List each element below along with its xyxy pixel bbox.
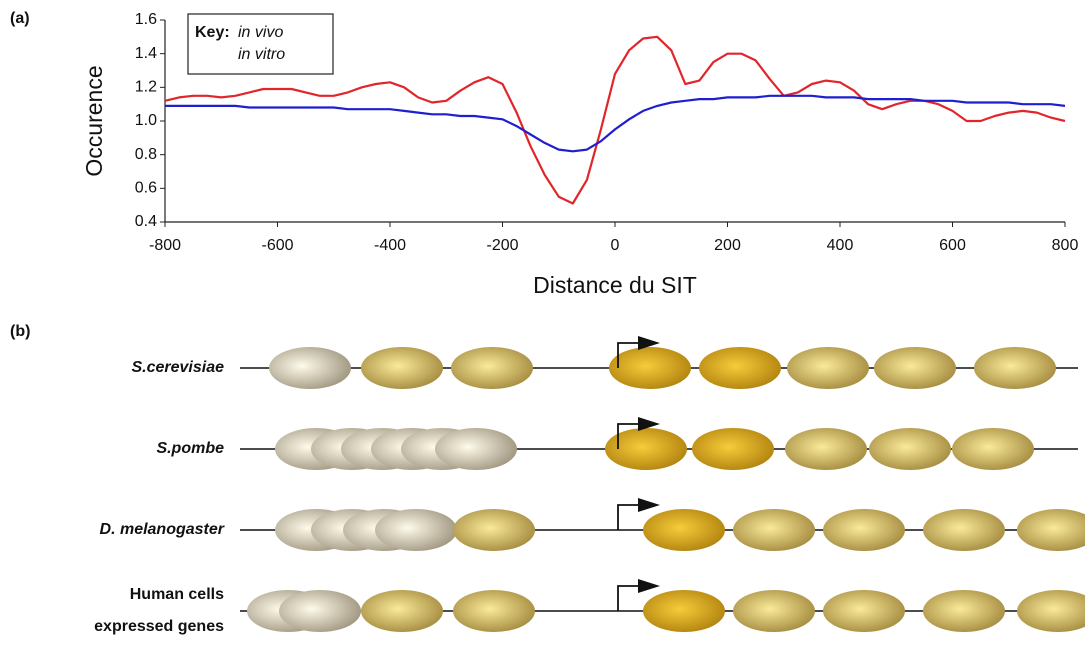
nucleosome (733, 509, 815, 551)
nucleosome (643, 509, 725, 551)
tss-arrowhead (638, 579, 660, 593)
nucleosome (269, 347, 351, 389)
x-tick-label: 600 (939, 237, 966, 254)
y-tick-label: 0.6 (135, 180, 157, 197)
x-tick-label: 400 (827, 237, 854, 254)
nucleosome (643, 590, 725, 632)
data-line (164, 35, 1066, 205)
row-label: expressed genes (94, 618, 224, 635)
nucleosome (375, 509, 457, 551)
data-line (165, 94, 1066, 153)
nucleosome (823, 509, 905, 551)
tss-arrowhead (638, 417, 660, 431)
tss-arrowhead (638, 336, 660, 350)
legend-entry: in vitro (238, 46, 285, 63)
nucleosome (1017, 509, 1085, 551)
nucleosome (823, 590, 905, 632)
nucleosome (869, 428, 951, 470)
nucleosome (609, 347, 691, 389)
tss-arrowhead (638, 498, 660, 512)
tss-arrow (617, 585, 640, 611)
tss-arrow (617, 423, 640, 449)
nucleosome (453, 509, 535, 551)
nucleosome (974, 347, 1056, 389)
panel-label: (b) (10, 323, 30, 340)
row-label: S.cerevisiae (131, 359, 224, 376)
y-tick-label: 0.8 (135, 146, 157, 163)
row-label: S.pombe (156, 440, 224, 457)
x-tick-label: -800 (149, 237, 181, 254)
nucleosome (279, 590, 361, 632)
legend-title: Key: (195, 24, 230, 41)
x-tick-label: 800 (1052, 237, 1079, 254)
y-tick-label: 1.0 (135, 112, 157, 129)
nucleosome (699, 347, 781, 389)
nucleosome (605, 428, 687, 470)
nucleosome (435, 428, 517, 470)
x-tick-label: -200 (486, 237, 518, 254)
nucleosome (923, 590, 1005, 632)
panel-label: (a) (10, 10, 30, 27)
nucleosome (692, 428, 774, 470)
tss-arrow (617, 504, 640, 530)
nucleosome (451, 347, 533, 389)
row-label: D. melanogaster (100, 521, 225, 538)
legend-entry: in vivo (238, 24, 283, 41)
y-tick-label: 0.4 (135, 213, 157, 230)
x-tick-label: -400 (374, 237, 406, 254)
nucleosome (453, 590, 535, 632)
y-axis-title: Occurence (81, 65, 107, 176)
nucleosome (733, 590, 815, 632)
y-tick-label: 1.4 (135, 45, 157, 62)
tss-arrow (617, 342, 640, 368)
x-axis-title: Distance du SIT (533, 272, 697, 298)
x-tick-label: 0 (611, 237, 620, 254)
y-tick-label: 1.6 (135, 11, 157, 28)
nucleosome (361, 347, 443, 389)
row-label: Human cells (130, 586, 224, 603)
nucleosome (1017, 590, 1085, 632)
y-tick-label: 1.2 (135, 79, 157, 96)
nucleosome (874, 347, 956, 389)
nucleosome (361, 590, 443, 632)
nucleosome (787, 347, 869, 389)
nucleosome (785, 428, 867, 470)
legend-box (187, 13, 334, 75)
nucleosome (923, 509, 1005, 551)
x-tick-label: -600 (261, 237, 293, 254)
x-tick-label: 200 (714, 237, 741, 254)
nucleosome (952, 428, 1034, 470)
